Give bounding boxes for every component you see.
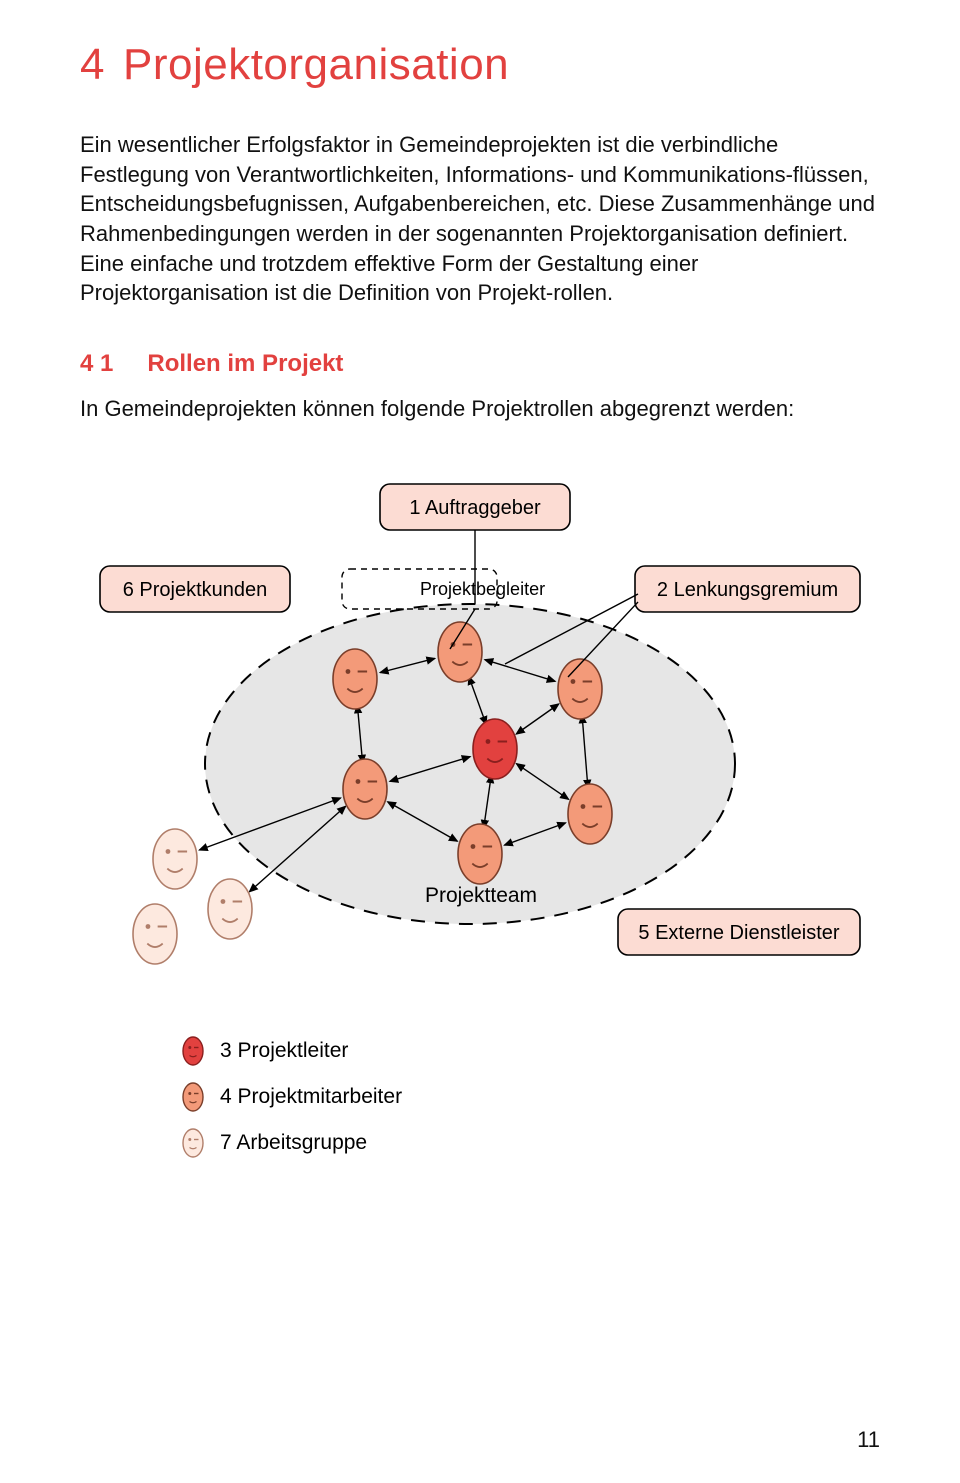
legend-swatch-person-icon (180, 1126, 206, 1160)
legend-row: 7 Arbeitsgruppe (180, 1126, 880, 1160)
person-icon (568, 784, 612, 844)
person-icon (558, 659, 602, 719)
person-icon (473, 719, 517, 779)
legend-label: 4 Projektmitarbeiter (220, 1085, 402, 1109)
roles-diagram: 1 Auftraggeber 6 Projektkunden 2 Lenkungsg… (80, 454, 880, 1004)
legend-label: 7 Arbeitsgruppe (220, 1131, 367, 1155)
intro-paragraph: Ein wesentlicher Erfolgsfaktor in Gemein… (80, 130, 880, 308)
diagram-label-projektbegleiter: Projektbegleiter (420, 579, 545, 599)
role-box-label-projektkunden: 6 Projektkunden (123, 579, 268, 601)
legend-row: 3 Projektleiter (180, 1034, 880, 1068)
person-icon (153, 829, 197, 889)
section-heading: 4 1 Rollen im Projekt (80, 350, 880, 378)
chapter-title: 4 Projektorganisation (80, 40, 880, 90)
diagram-label-projektteam: Projektteam (425, 884, 537, 907)
person-icon (343, 759, 387, 819)
section-body: In Gemeindeprojekten können folgende Pro… (80, 394, 880, 424)
person-icon (133, 904, 177, 964)
person-icon (333, 649, 377, 709)
page-number: 11 (857, 1427, 880, 1453)
chapter-number: 4 (80, 40, 105, 89)
legend-swatch-person-icon (180, 1034, 206, 1068)
role-box-label-dienstleister: 5 Externe Dienstleister (638, 922, 840, 944)
person-icon (458, 824, 502, 884)
section-number: 4 1 (80, 350, 113, 378)
legend-swatch-person-icon (180, 1080, 206, 1114)
role-box-label-auftraggeber: 1 Auftraggeber (409, 497, 541, 519)
chapter-title-text: Projektorganisation (123, 40, 509, 89)
legend-row: 4 Projektmitarbeiter (180, 1080, 880, 1114)
section-title: Rollen im Projekt (147, 350, 343, 378)
legend-label: 3 Projektleiter (220, 1039, 348, 1063)
person-icon (208, 879, 252, 939)
legend: 3 Projektleiter 4 Projektmitarbeiter 7 Arb… (180, 1034, 880, 1160)
person-icon (438, 622, 482, 682)
role-box-label-lenkungsgremium: 2 Lenkungsgremium (657, 579, 838, 601)
